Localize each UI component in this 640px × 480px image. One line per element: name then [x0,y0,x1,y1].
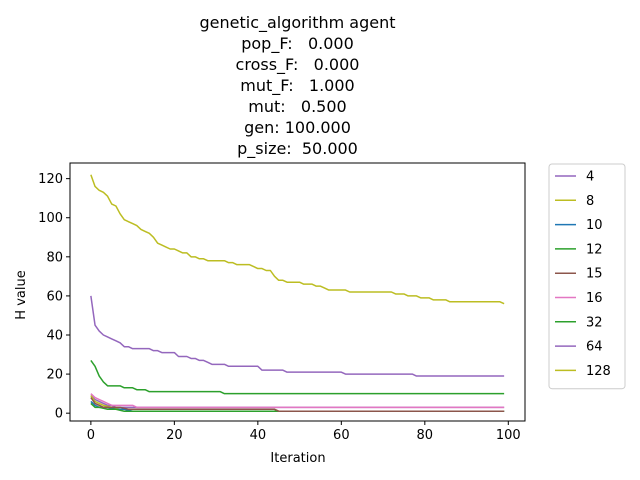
y-tick-label: 60 [46,289,63,304]
title-line-pop-f: pop_F: 0.000 [241,34,354,53]
legend-label-32: 32 [586,315,603,330]
x-tick-label: 60 [333,428,350,443]
legend-label-15: 15 [586,267,603,282]
x-tick-label: 80 [417,428,434,443]
legend-label-64: 64 [586,340,603,355]
series-line-32 [90,359,505,395]
axes-frame [69,162,526,422]
x-axis-label: Iteration [270,451,325,466]
title-line-agent: genetic_algorithm agent [199,13,396,32]
axes-layer: 0 20 40 60 80 100 0 20 40 60 80 100 120 [38,162,526,443]
title-line-mut: mut: 0.500 [248,97,347,116]
x-tick-label: 20 [166,428,183,443]
legend-frame [548,163,626,390]
legend-label-12: 12 [586,242,603,257]
y-tick-label: 40 [46,329,63,344]
legend-label-8: 8 [586,194,594,209]
series-line-128 [90,174,505,305]
title-line-cross-f: cross_F: 0.000 [235,55,360,74]
plot-area [70,163,525,421]
y-tick-label: 120 [38,172,63,187]
legend-label-16: 16 [586,291,603,306]
y-axis-label: H value [14,270,29,319]
y-tick-label: 20 [46,368,63,383]
legend-label-10: 10 [586,218,603,233]
x-tick-label: 0 [87,428,95,443]
plot-background [70,163,525,421]
series-line-15 [90,397,505,412]
legend-label-128: 128 [586,364,611,379]
y-tick-label: 0 [55,407,63,422]
series-line-64 [90,295,505,377]
x-tick-label: 40 [250,428,267,443]
y-tick-label: 80 [46,250,63,265]
legend: 4 8 10 12 15 16 32 64 128 [548,163,626,390]
title-line-p-size: p_size: 50.000 [237,139,358,158]
title-line-gen: gen: 100.000 [244,118,351,137]
series-line-16 [90,393,505,409]
series-layer [90,174,505,412]
legend-label-4: 4 [586,170,594,185]
y-tick-label: 100 [38,211,63,226]
title-line-mut-f: mut_F: 1.000 [240,76,355,95]
x-tick-label: 100 [496,428,521,443]
